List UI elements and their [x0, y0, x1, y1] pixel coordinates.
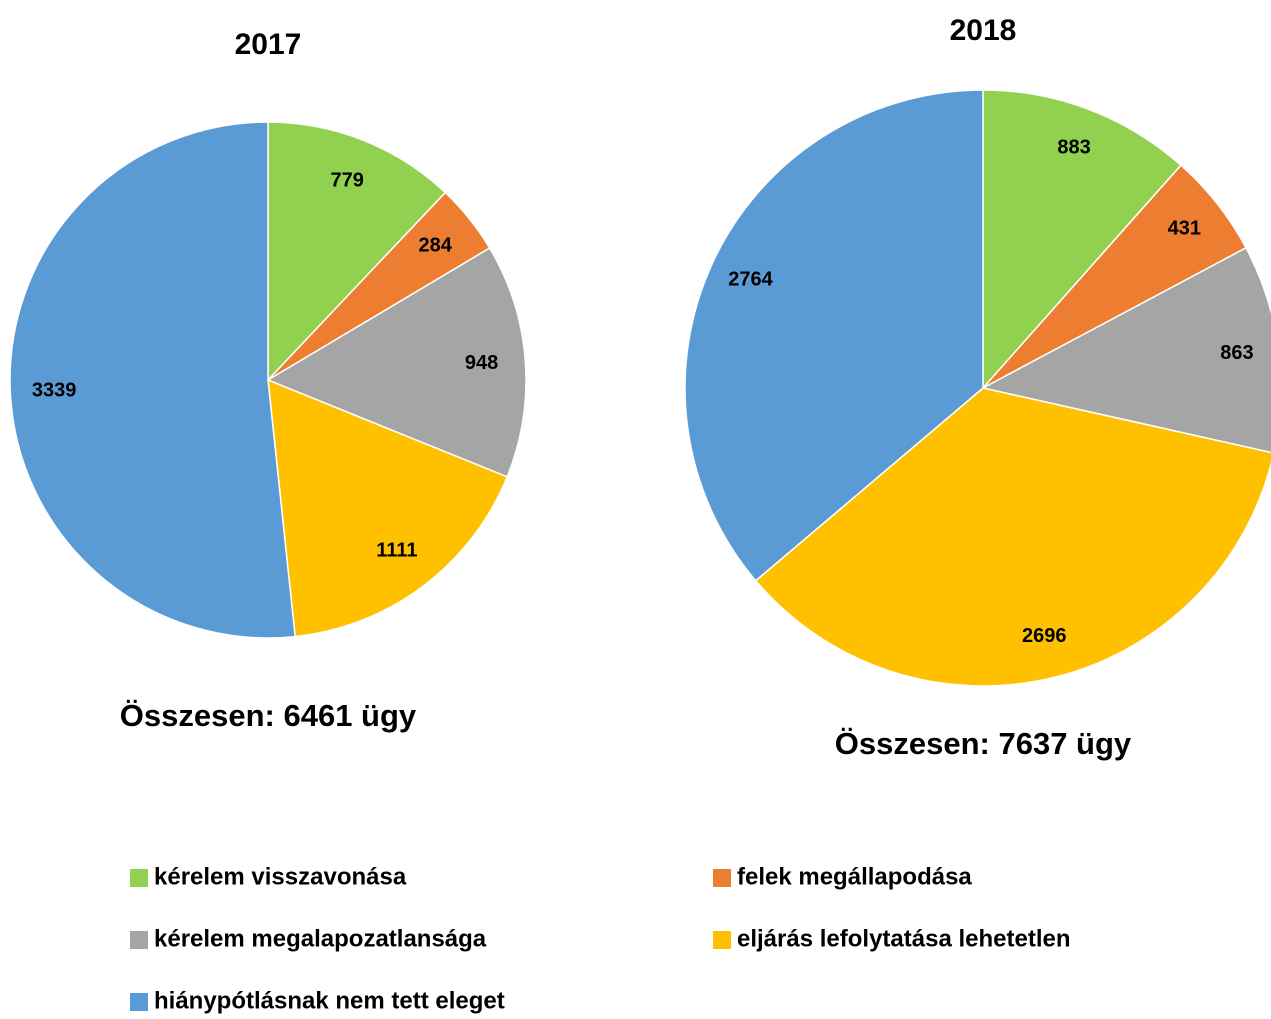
pie-slice [9, 121, 296, 639]
chart-title: 2018 [950, 14, 1017, 47]
chart-title: 2017 [235, 28, 302, 61]
data-label: 431 [1168, 218, 1201, 240]
legend-swatch [130, 869, 148, 887]
data-label: 3339 [32, 380, 77, 402]
annotation: Összesen: 7637 ügy [835, 726, 1132, 761]
legend-swatch [130, 993, 148, 1011]
data-label: 1111 [376, 539, 417, 561]
legend-swatch [713, 931, 731, 949]
data-label: 779 [330, 169, 363, 191]
legend-label: kérelem megalapozatlansága [154, 925, 487, 952]
data-label: 948 [465, 352, 498, 374]
legend-label: felek megállapodása [737, 863, 972, 890]
legend-swatch [713, 869, 731, 887]
pie-slice [266, 246, 527, 478]
data-label: 2764 [728, 269, 773, 291]
pie-slice [754, 387, 1271, 687]
legend-label: hiánypótlásnak nem tett eleget [154, 987, 505, 1014]
data-label: 863 [1220, 342, 1253, 364]
data-label: 2696 [1022, 625, 1067, 647]
pie-slice [267, 121, 447, 382]
legend-label: eljárás lefolytatása lehetetlen [737, 925, 1071, 952]
pie-slice [267, 378, 509, 638]
data-label: 883 [1057, 137, 1090, 159]
legend-swatch [130, 931, 148, 949]
pie-slice [982, 89, 1182, 390]
legend-label: kérelem visszavonása [154, 863, 407, 890]
data-label: 284 [418, 234, 452, 256]
annotation: Összesen: 6461 ügy [120, 698, 417, 733]
pie-slice [980, 246, 1271, 454]
pie-slice [684, 89, 984, 582]
